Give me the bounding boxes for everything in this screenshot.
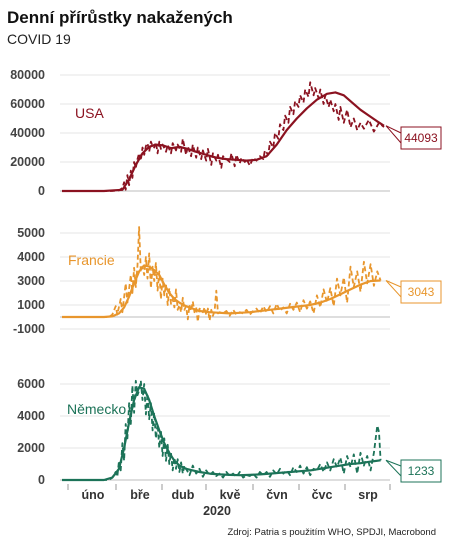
usa-ytick-label: 20000 — [10, 155, 45, 169]
x-month-label: kvě — [220, 488, 241, 502]
chart-subtitle: COVID 19 — [7, 31, 71, 47]
francie-ytick-label: 1000 — [17, 298, 45, 312]
německo-ytick-label: 6000 — [17, 377, 45, 391]
německo-ytick-label: 4000 — [17, 409, 45, 423]
francie-last-value-box — [400, 280, 442, 304]
francie-smoothed-line — [62, 264, 381, 319]
x-year-label: 2020 — [203, 504, 231, 518]
chart-title: Denní přírůstky nakažených — [7, 8, 233, 27]
usa-series-label: USA — [75, 105, 104, 121]
x-month-label: čvn — [266, 488, 288, 502]
x-month-label: dub — [172, 488, 195, 502]
německo-series-label: Německo — [67, 401, 126, 417]
x-month-label: čvc — [312, 488, 333, 502]
usa-ytick-label: 40000 — [10, 126, 45, 140]
usa-smoothed-line — [62, 91, 385, 193]
francie-ytick-label: -1000 — [13, 322, 45, 336]
francie-series-label: Francie — [68, 252, 115, 268]
německo-last-value-label: 1233 — [408, 464, 435, 478]
x-month-label: srp — [358, 488, 378, 502]
usa-last-value-label: 44093 — [404, 131, 438, 145]
francie-last-value-pointer — [385, 280, 402, 299]
x-month-label: bře — [130, 488, 150, 502]
usa-ytick-label: 60000 — [10, 97, 45, 111]
usa-daily-line — [62, 81, 385, 192]
source-note: Zdroj: Patria s použitím WHO, SPDJI, Mac… — [227, 527, 436, 538]
německo-last-value-box — [400, 459, 442, 483]
francie-ytick-label: 4000 — [17, 250, 45, 264]
usa-last-value-box — [400, 126, 442, 150]
francie-last-value-label: 3043 — [408, 285, 435, 299]
německo-daily-line — [62, 379, 382, 481]
německo-ytick-label: 2000 — [17, 441, 45, 455]
německo-ytick-label: 0 — [38, 473, 45, 487]
usa-ytick-label: 80000 — [10, 68, 45, 82]
německo-smoothed-line — [62, 386, 381, 482]
francie-ytick-label: 3000 — [17, 274, 45, 288]
usa-ytick-label: 0 — [38, 184, 45, 198]
francie-ytick-label: 5000 — [17, 226, 45, 240]
francie-daily-line — [62, 226, 382, 323]
usa-last-value-pointer — [385, 125, 402, 145]
x-month-label: úno — [82, 488, 105, 502]
německo-last-value-pointer — [385, 459, 402, 478]
